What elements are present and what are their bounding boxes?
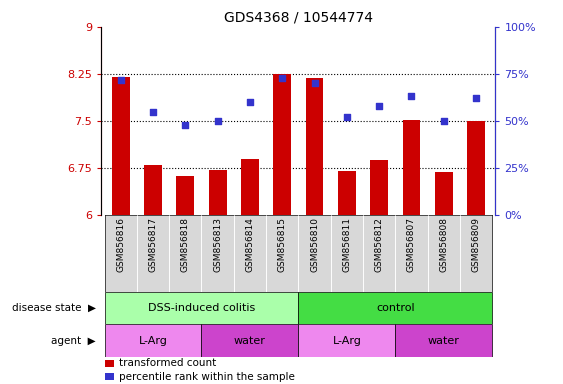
Text: GSM856810: GSM856810 <box>310 217 319 272</box>
Text: GSM856818: GSM856818 <box>181 217 190 272</box>
Point <box>310 80 319 86</box>
Bar <box>395 215 428 292</box>
Bar <box>209 170 226 215</box>
Point <box>439 118 448 124</box>
Bar <box>112 77 129 215</box>
Bar <box>298 292 492 324</box>
Bar <box>395 324 492 357</box>
Text: GSM856808: GSM856808 <box>439 217 448 272</box>
Bar <box>274 74 291 215</box>
Bar <box>105 215 137 292</box>
Bar <box>202 215 234 292</box>
Text: GSM856814: GSM856814 <box>245 217 254 272</box>
Text: GSM856809: GSM856809 <box>472 217 481 272</box>
Text: GSM856812: GSM856812 <box>374 217 383 272</box>
Bar <box>105 373 114 380</box>
Bar <box>330 215 363 292</box>
Bar <box>338 171 356 215</box>
Text: GSM856811: GSM856811 <box>342 217 351 272</box>
Bar <box>363 215 395 292</box>
Bar <box>234 215 266 292</box>
Bar <box>403 120 421 215</box>
Title: GDS4368 / 10544774: GDS4368 / 10544774 <box>224 10 373 24</box>
Point <box>374 103 383 109</box>
Point <box>472 95 481 101</box>
Text: transformed count: transformed count <box>119 358 216 368</box>
Point <box>213 118 222 124</box>
Bar <box>298 215 330 292</box>
Point <box>149 109 158 115</box>
Text: GSM856816: GSM856816 <box>116 217 125 272</box>
Point <box>407 93 416 99</box>
Point <box>181 122 190 128</box>
Bar <box>169 215 202 292</box>
Bar <box>105 360 114 366</box>
Text: disease state  ▶: disease state ▶ <box>12 303 96 313</box>
Bar <box>306 78 323 215</box>
Text: water: water <box>428 336 460 346</box>
Point <box>245 99 254 105</box>
Bar <box>467 121 485 215</box>
Bar <box>176 176 194 215</box>
Text: GSM856815: GSM856815 <box>278 217 287 272</box>
Bar <box>428 215 460 292</box>
Bar <box>266 215 298 292</box>
Point <box>342 114 351 120</box>
Text: L-Arg: L-Arg <box>138 336 167 346</box>
Bar <box>144 165 162 215</box>
Bar <box>202 324 298 357</box>
Bar <box>105 292 298 324</box>
Bar <box>137 215 169 292</box>
Bar <box>435 172 453 215</box>
Text: control: control <box>376 303 414 313</box>
Bar <box>241 159 259 215</box>
Text: L-Arg: L-Arg <box>332 336 361 346</box>
Point <box>278 74 287 81</box>
Text: water: water <box>234 336 266 346</box>
Text: agent  ▶: agent ▶ <box>51 336 96 346</box>
Bar <box>298 324 395 357</box>
Bar <box>460 215 492 292</box>
Text: GSM856813: GSM856813 <box>213 217 222 272</box>
Bar <box>105 324 202 357</box>
Text: GSM856817: GSM856817 <box>149 217 158 272</box>
Text: percentile rank within the sample: percentile rank within the sample <box>119 372 295 382</box>
Point <box>116 76 125 83</box>
Text: DSS-induced colitis: DSS-induced colitis <box>148 303 255 313</box>
Bar <box>370 160 388 215</box>
Text: GSM856807: GSM856807 <box>407 217 416 272</box>
